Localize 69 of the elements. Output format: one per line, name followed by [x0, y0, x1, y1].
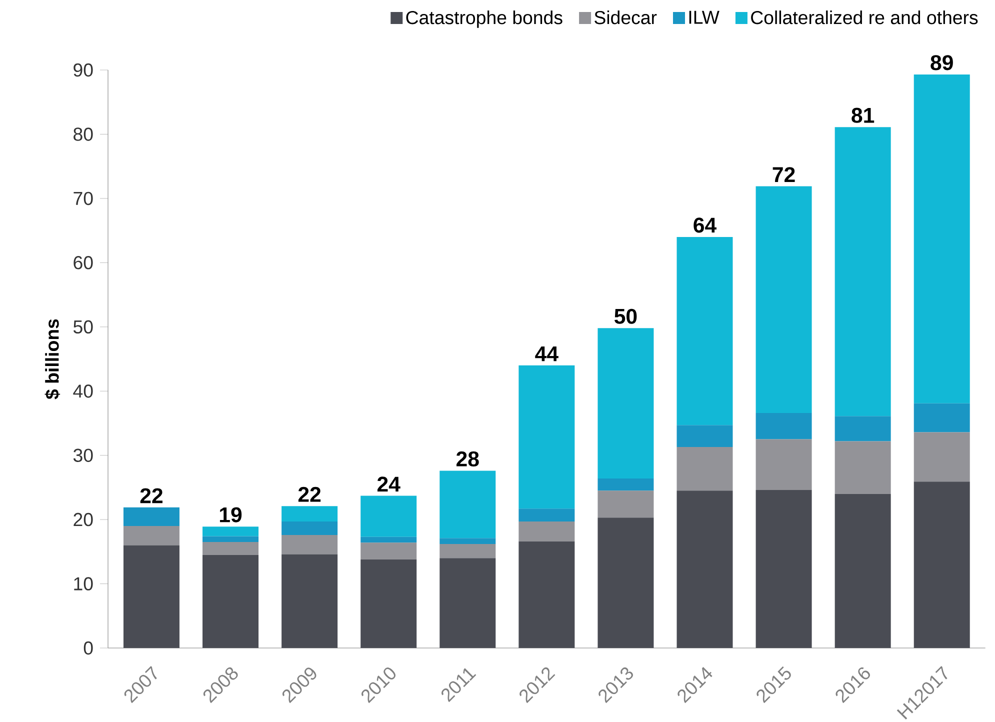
bar — [914, 482, 970, 648]
bar — [518, 541, 575, 648]
bar — [756, 439, 812, 490]
bar — [598, 478, 654, 491]
y-tick-label: 80 — [74, 128, 93, 141]
bar — [676, 446, 733, 491]
bar — [282, 521, 338, 535]
total-label: 24 — [377, 476, 400, 492]
bar — [440, 544, 496, 558]
bar — [756, 412, 812, 440]
bar — [756, 186, 812, 413]
y-tick-label: 0 — [84, 641, 93, 655]
bar — [202, 554, 259, 648]
bar — [518, 508, 575, 522]
bar — [834, 416, 891, 442]
bar — [518, 365, 575, 509]
bar — [123, 545, 180, 648]
bar — [202, 536, 259, 542]
total-label: 22 — [298, 486, 321, 502]
bar — [282, 554, 338, 648]
bar — [440, 538, 496, 544]
total-label: 44 — [535, 346, 558, 362]
bar — [914, 74, 970, 404]
y-tick-label: 90 — [74, 63, 93, 77]
total-label: 64 — [694, 218, 716, 233]
legend-label: Collateralized re and others — [751, 10, 978, 24]
bar — [676, 236, 733, 426]
bar — [676, 425, 733, 447]
legend-label: Sidecar — [594, 10, 657, 24]
bar — [360, 559, 417, 648]
bar — [598, 328, 654, 478]
bar — [282, 506, 338, 522]
y-tick-label: 20 — [74, 512, 93, 526]
y-axis-title: $ billions — [44, 319, 60, 400]
bar — [360, 542, 417, 560]
y-tick-label: 30 — [73, 448, 93, 462]
bar — [914, 403, 970, 432]
bar — [676, 490, 733, 648]
total-label: 89 — [930, 55, 953, 70]
bar — [518, 521, 575, 542]
bar — [202, 542, 259, 555]
legend-label: ILW — [689, 10, 720, 24]
bar — [440, 470, 496, 538]
bar — [914, 432, 970, 482]
bar — [360, 496, 417, 537]
total-label: 22 — [140, 488, 162, 504]
legend-label: Catastrophe bonds — [406, 10, 562, 28]
bar — [440, 558, 496, 648]
bar — [202, 526, 259, 536]
bar — [123, 526, 180, 546]
total-label: 72 — [772, 167, 795, 182]
bar — [282, 534, 338, 554]
total-label: 28 — [456, 451, 479, 466]
y-tick-label: 70 — [74, 192, 93, 206]
total-label: 81 — [852, 108, 874, 123]
bar — [598, 518, 654, 648]
total-label: 19 — [220, 507, 242, 522]
y-tick-label: 10 — [74, 577, 93, 590]
bar — [834, 441, 891, 494]
bar — [834, 494, 891, 648]
bar — [123, 507, 180, 526]
bar — [598, 490, 654, 518]
y-tick-label: 60 — [74, 256, 93, 270]
y-tick-label: 50 — [74, 320, 93, 334]
bar — [834, 127, 891, 416]
y-tick-label: 40 — [73, 384, 93, 398]
bar — [360, 536, 417, 543]
total-label: 50 — [614, 308, 637, 324]
bar — [756, 490, 812, 648]
